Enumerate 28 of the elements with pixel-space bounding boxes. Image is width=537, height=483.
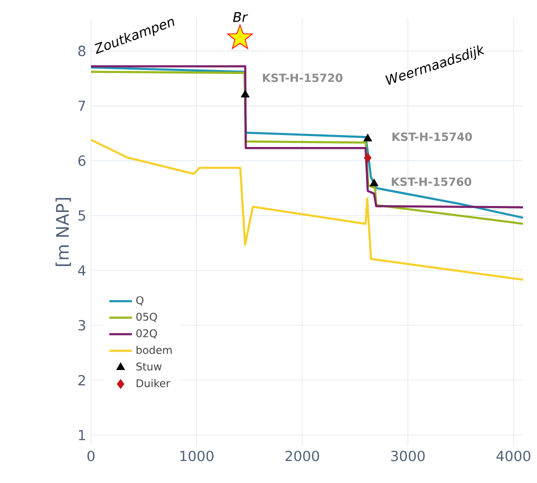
x-tick-label: 2000 — [286, 450, 320, 462]
legend-label: 02Q — [136, 329, 157, 339]
x-tick-label: 4000 — [496, 450, 530, 462]
legend-label: Q — [136, 296, 144, 306]
annotation: KST-H-15720 — [262, 74, 342, 82]
legend-label: Stuw — [136, 362, 162, 371]
y-tick-label: 4 — [78, 265, 86, 276]
annotation: Br — [233, 12, 248, 22]
y-tick-label: 6 — [78, 155, 86, 166]
x-tick-label: 0 — [87, 450, 94, 462]
y-tick-label: 8 — [78, 46, 86, 56]
y-tick-label: 1 — [78, 430, 86, 440]
legend-label: Duiker — [136, 379, 170, 388]
annotation: KST-H-15740 — [392, 132, 472, 141]
legend-label: 05Q — [136, 312, 157, 322]
point — [370, 178, 378, 186]
x-tick-label: 3000 — [391, 450, 425, 462]
x-tick-label: 1000 — [180, 450, 214, 462]
annotation: KST-H-15760 — [392, 177, 472, 186]
y-axis-title: [m NAP] — [56, 198, 71, 266]
y-tick-label: 5 — [78, 210, 86, 221]
y-tick-label: 2 — [78, 374, 85, 386]
point — [364, 153, 372, 163]
y-tick-label: 7 — [78, 100, 86, 111]
point — [363, 134, 372, 142]
point — [240, 90, 250, 98]
legend-label: bodem — [136, 346, 172, 354]
y-tick-label: 3 — [78, 320, 86, 331]
